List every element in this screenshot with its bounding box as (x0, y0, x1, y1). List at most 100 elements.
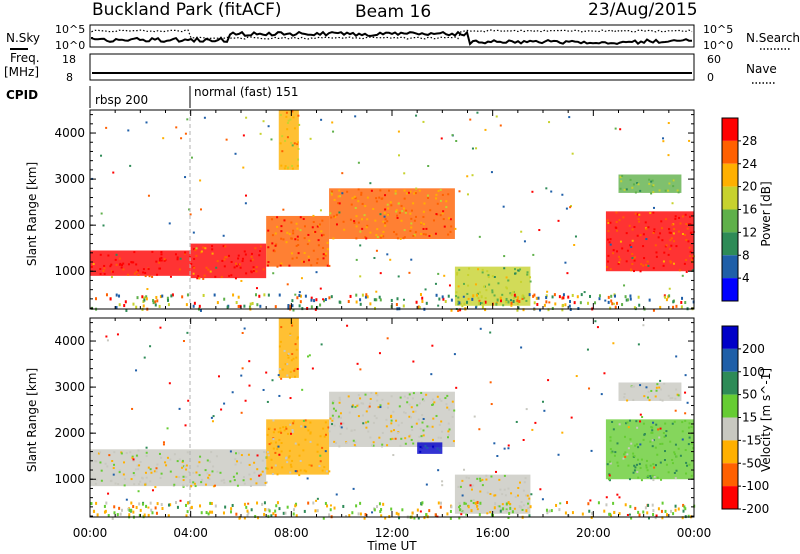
echo-pixel (486, 270, 489, 273)
noise-pixel (427, 165, 430, 168)
echo-pixel (337, 416, 340, 419)
echo-pixel (241, 260, 244, 263)
echo-pixel (624, 451, 627, 454)
echo-pixel (520, 280, 523, 283)
noise-pixel (319, 454, 322, 457)
echo-pixel (391, 437, 394, 440)
noise-pixel (619, 128, 622, 131)
noise-pixel (419, 293, 422, 297)
echo-band (190, 243, 267, 280)
echo-pixel (667, 189, 670, 192)
echo-pixel (501, 493, 504, 496)
echo-pixel (182, 479, 185, 482)
noise-pixel (686, 401, 689, 404)
echo-pixel (392, 429, 395, 432)
echo-pixel (455, 291, 458, 294)
echo-pixel (374, 219, 377, 222)
echo-pixel (346, 190, 349, 193)
echo-pixel (669, 248, 672, 251)
echo-pixel (270, 466, 273, 469)
noise-pixel (223, 297, 226, 301)
echo-pixel (376, 228, 379, 231)
echo-pixel (280, 326, 283, 329)
echo-pixel (522, 504, 525, 507)
echo-pixel (648, 182, 651, 185)
noise-pixel (118, 294, 121, 298)
echo-pixel (176, 460, 179, 463)
echo-pixel (300, 425, 303, 428)
noise-pixel (132, 458, 135, 461)
noise-pixel (561, 431, 564, 434)
echo-pixel (144, 482, 147, 485)
echo-pixel (291, 167, 294, 170)
echo-pixel (357, 200, 360, 203)
echo-pixel (334, 441, 337, 444)
noise-pixel (458, 301, 461, 305)
noise-pixel (155, 511, 158, 515)
noise-pixel (681, 516, 684, 520)
echo-pixel (366, 218, 369, 221)
echo-pixel (372, 441, 375, 444)
noise-pixel (564, 511, 567, 515)
y-tick-label: 3000 (54, 172, 85, 186)
colorbar-tick-label: -15 (742, 433, 762, 447)
echo-pixel (163, 259, 166, 262)
echo-pixel (287, 432, 290, 435)
echo-pixel (642, 422, 645, 425)
noise-pixel (322, 516, 325, 520)
echo-pixel (158, 261, 161, 264)
noise-pixel (684, 391, 687, 394)
echo-pixel (253, 471, 256, 474)
echo-pixel (333, 440, 336, 443)
echo-pixel (274, 464, 277, 467)
echo-pixel (370, 392, 373, 395)
echo-pixel (669, 397, 672, 400)
y-tick-label: 1000 (54, 472, 85, 486)
noise-pixel (329, 504, 332, 507)
noise-pixel (421, 299, 424, 303)
echo-pixel (114, 482, 117, 485)
echo-pixel (193, 482, 196, 485)
echo-pixel (509, 292, 512, 295)
echo-pixel (628, 224, 631, 227)
echo-pixel (258, 254, 261, 257)
noise-pixel (624, 455, 627, 458)
noise-pixel (316, 305, 319, 309)
echo-pixel (354, 207, 357, 210)
echo-pixel (410, 217, 413, 220)
echo-pixel (289, 118, 292, 121)
echo-pixel (230, 274, 233, 277)
noise-pixel (123, 304, 126, 308)
power-ylabel: Slant Range [km] (25, 162, 39, 266)
noise-pixel (564, 261, 567, 264)
echo-pixel (607, 254, 610, 257)
echo-pixel (178, 268, 181, 271)
nave-label: Nave (746, 62, 777, 76)
echo-band (618, 382, 682, 402)
echo-pixel (280, 164, 283, 167)
echo-pixel (429, 209, 432, 212)
echo-pixel (148, 275, 151, 278)
noise-pixel (565, 207, 568, 210)
echo-pixel (381, 431, 384, 434)
echo-pixel (359, 397, 362, 400)
echo-pixel (204, 469, 207, 472)
colorbar-tick-label: 8 (742, 248, 750, 262)
noise-pixel (507, 516, 510, 519)
echo-pixel (252, 268, 255, 271)
echo-pixel (291, 110, 294, 113)
echo-pixel (137, 269, 140, 272)
noise-pixel (179, 499, 182, 502)
noise-pixel (100, 154, 103, 157)
noise-pixel (672, 262, 675, 265)
echo-pixel (451, 400, 454, 403)
echo-pixel (485, 478, 488, 481)
echo-band (278, 110, 301, 170)
echo-pixel (609, 439, 612, 442)
echo-pixel (339, 432, 342, 435)
echo-pixel (303, 252, 306, 255)
echo-pixel (234, 262, 237, 265)
